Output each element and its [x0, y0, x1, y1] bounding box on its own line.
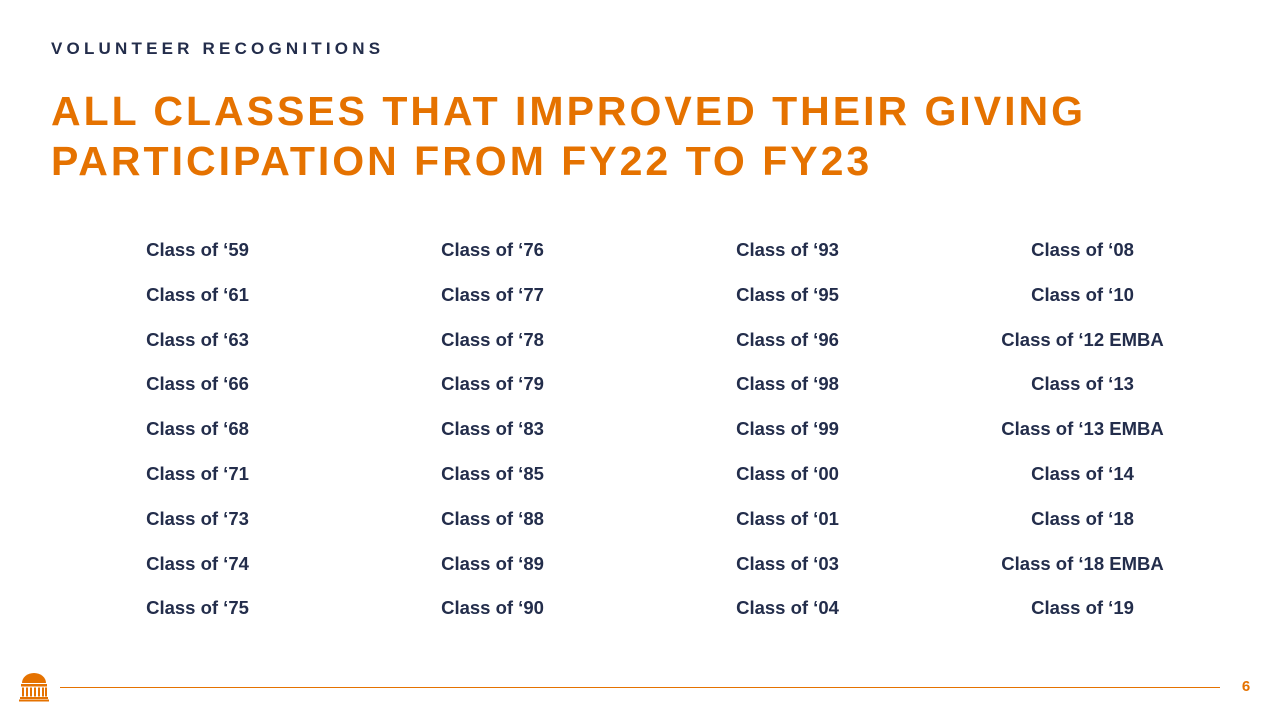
- class-column-3: Class of ‘93 Class of ‘95 Class of ‘96 C…: [640, 228, 935, 631]
- class-item: Class of ‘10: [1031, 283, 1134, 305]
- class-column-2: Class of ‘76 Class of ‘77 Class of ‘78 C…: [345, 228, 640, 631]
- class-item: Class of ‘01: [736, 507, 839, 529]
- class-item: Class of ‘99: [736, 418, 839, 440]
- class-item: Class of ‘79: [441, 373, 544, 395]
- class-item: Class of ‘03: [736, 552, 839, 574]
- class-item: Class of ‘85: [441, 462, 544, 484]
- title-line-2: PARTICIPATION FROM FY22 TO FY23: [51, 138, 873, 184]
- class-list-grid: Class of ‘59 Class of ‘61 Class of ‘63 C…: [50, 228, 1230, 631]
- class-item: Class of ‘18 EMBA: [1001, 552, 1164, 574]
- class-item: Class of ‘89: [441, 552, 544, 574]
- eyebrow-label: VOLUNTEER RECOGNITIONS: [51, 39, 385, 58]
- page-number: 6: [1241, 678, 1251, 695]
- class-item: Class of ‘71: [146, 462, 249, 484]
- class-item: Class of ‘68: [146, 418, 249, 440]
- class-item: Class of ‘61: [146, 283, 249, 305]
- title-line-1: ALL CLASSES THAT IMPROVED THEIR GIVING: [51, 88, 1087, 134]
- rotunda-icon: [19, 672, 49, 702]
- class-item: Class of ‘66: [146, 373, 249, 395]
- class-item: Class of ‘88: [441, 507, 544, 529]
- class-item: Class of ‘93: [736, 239, 839, 260]
- class-item: Class of ‘95: [736, 283, 839, 305]
- class-item: Class of ‘12 EMBA: [1001, 328, 1164, 350]
- class-item: Class of ‘59: [146, 239, 249, 260]
- class-item: Class of ‘08: [1031, 239, 1134, 260]
- class-item: Class of ‘00: [736, 462, 839, 484]
- class-item: Class of ‘14: [1031, 462, 1134, 484]
- class-column-4: Class of ‘08 Class of ‘10 Class of ‘12 E…: [935, 228, 1230, 631]
- class-item: Class of ‘75: [146, 597, 249, 619]
- class-column-1: Class of ‘59 Class of ‘61 Class of ‘63 C…: [50, 228, 345, 631]
- class-item: Class of ‘13 EMBA: [1001, 418, 1164, 440]
- class-item: Class of ‘63: [146, 328, 249, 350]
- class-item: Class of ‘74: [146, 552, 249, 574]
- class-item: Class of ‘77: [441, 283, 544, 305]
- footer-divider: [60, 687, 1220, 688]
- class-item: Class of ‘73: [146, 507, 249, 529]
- class-item: Class of ‘78: [441, 328, 544, 350]
- class-item: Class of ‘04: [736, 597, 839, 619]
- class-item: Class of ‘76: [441, 239, 544, 260]
- class-item: Class of ‘13: [1031, 373, 1134, 395]
- class-item: Class of ‘18: [1031, 507, 1134, 529]
- class-item: Class of ‘83: [441, 418, 544, 440]
- class-item: Class of ‘96: [736, 328, 839, 350]
- class-item: Class of ‘98: [736, 373, 839, 395]
- slide-title: ALL CLASSES THAT IMPROVED THEIR GIVING P…: [51, 86, 1231, 186]
- class-item: Class of ‘90: [441, 597, 544, 619]
- class-item: Class of ‘19: [1031, 597, 1134, 619]
